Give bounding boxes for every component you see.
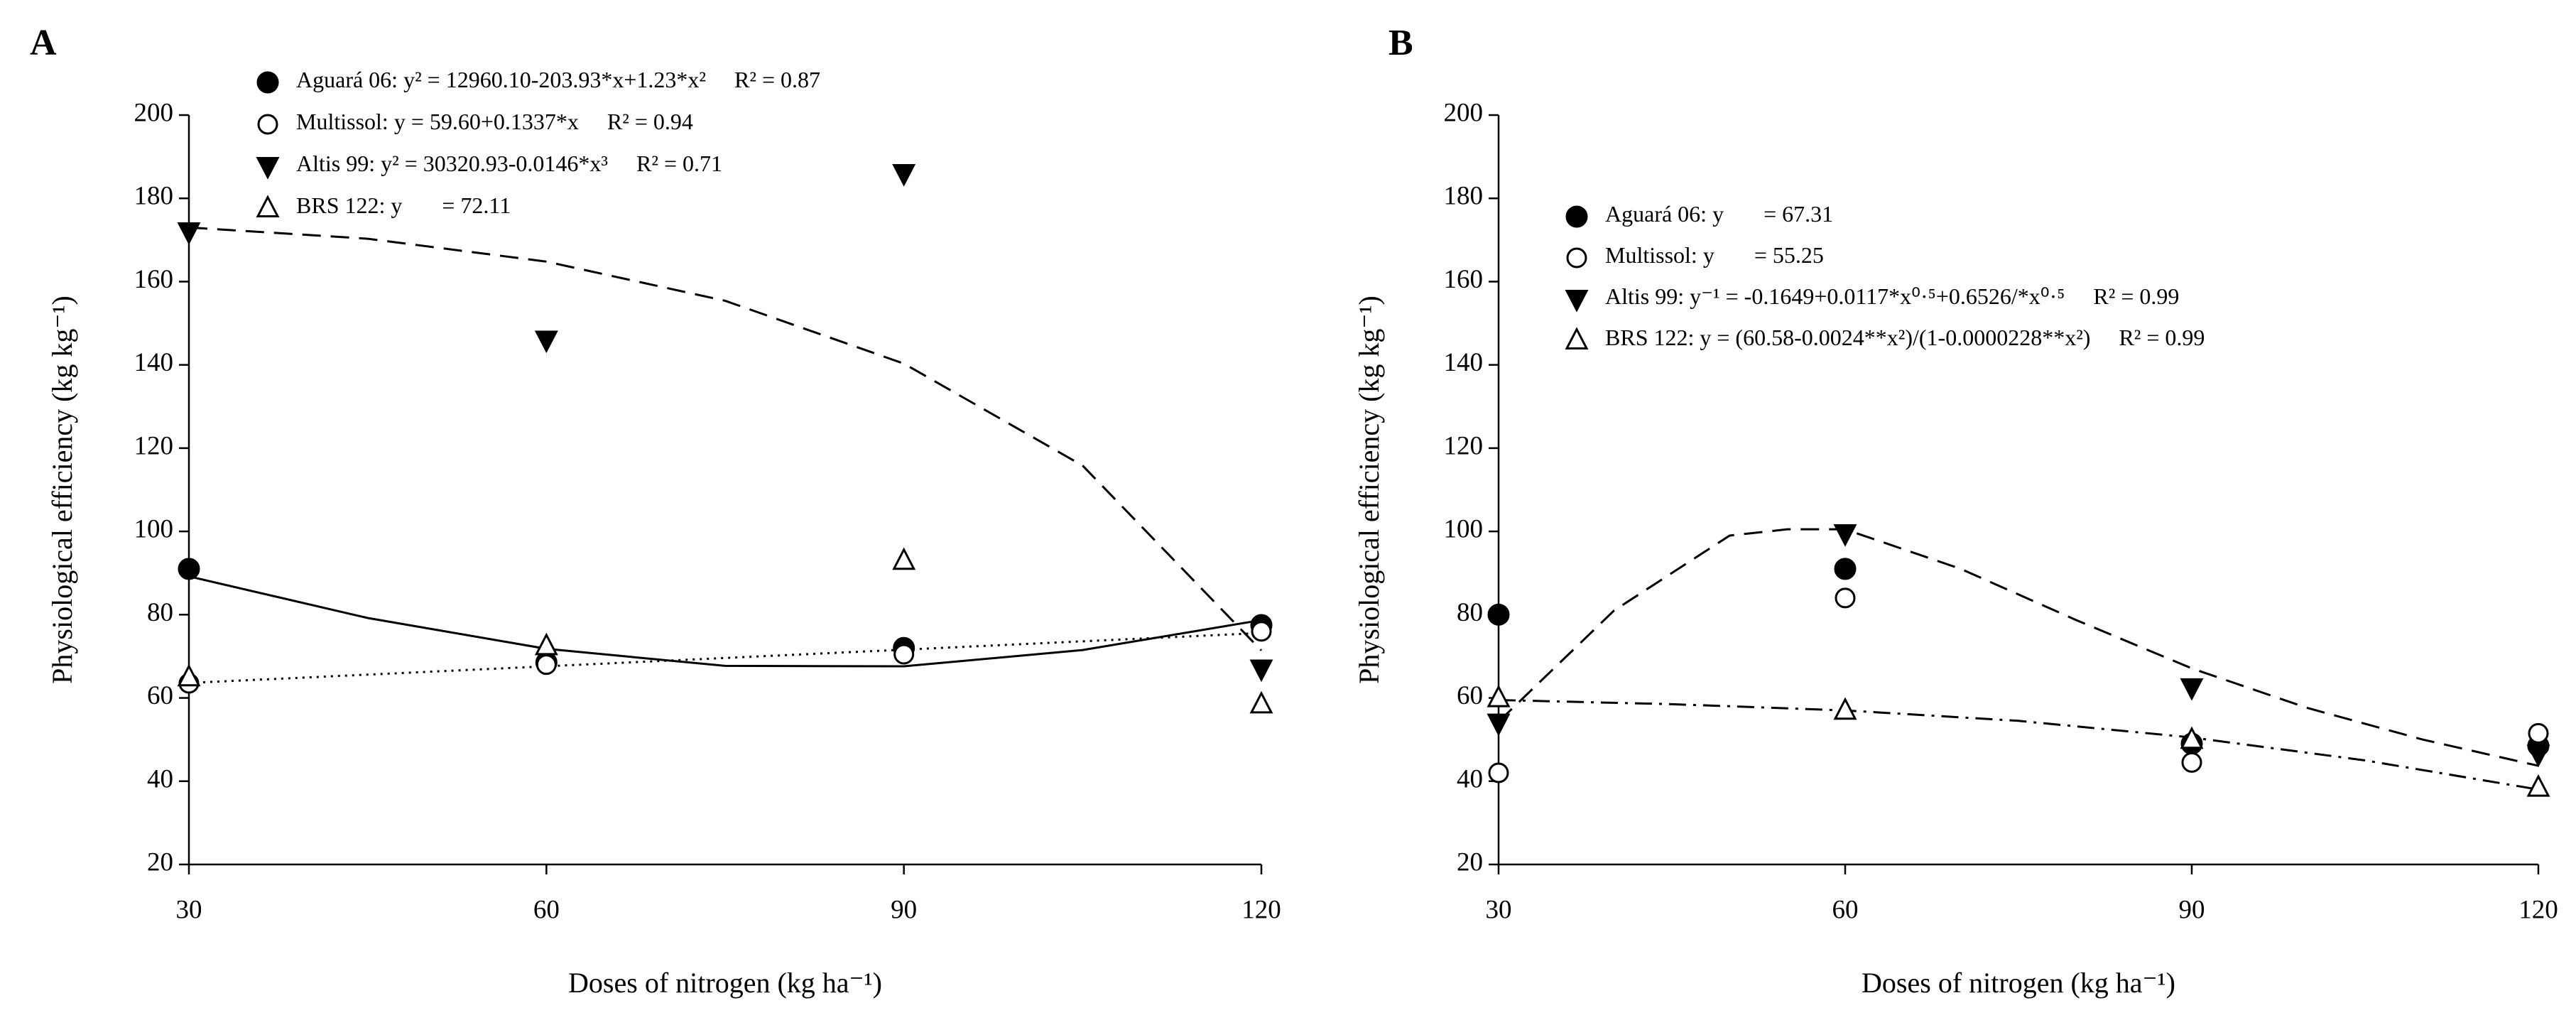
y-tick-label: 60 [1457,681,1483,710]
y-tick-label: 200 [134,98,174,127]
legend-entry: BRS 122: y = (60.58-0.0024**x²)/(1-0.000… [1605,325,2205,350]
y-tick-label: 120 [1444,431,1484,460]
y-tick-label: 200 [1444,98,1484,127]
legend-entry: Aguará 06: y = 67.31 [1605,201,1833,227]
point [1488,762,1509,783]
y-tick-label: 20 [1457,847,1483,877]
legend-marker [1566,247,1587,269]
x-axis-label: Doses of nitrogen (kg ha⁻¹) [1862,967,2175,999]
x-tick-label: 90 [2179,895,2205,924]
point [177,663,201,687]
legend-entry: Multissol: y = 59.60+0.1337*x R² = 0.94 [296,109,693,134]
point [536,654,557,676]
x-tick-label: 60 [1832,895,1859,924]
point [1835,587,1856,609]
point [1251,621,1272,642]
point [178,558,200,580]
point [2526,744,2550,768]
legend-r2: R² = 0.99 [2119,325,2205,350]
legend-name: Multissol: y = 55.25 [1605,242,1824,268]
y-tick-label: 20 [147,847,173,877]
x-tick-label: 120 [1241,895,1281,924]
legend-r2: R² = 0.87 [734,67,820,92]
point [2181,752,2202,773]
x-tick-label: 30 [1486,895,1512,924]
fit-curve [188,631,1262,684]
y-axis-label: Physiological efficiency (kg kg⁻¹) [46,295,78,684]
y-tick-label: 80 [147,598,173,627]
y-tick-label: 140 [1444,348,1484,377]
legend-r2: R² = 0.99 [2093,283,2179,309]
point [2180,678,2204,701]
x-tick-label: 90 [891,895,917,924]
legend-entry: Multissol: y = 55.25 [1605,242,1824,268]
fit-curve [1497,528,2539,767]
legend-entry: Altis 99: y² = 30320.93-0.0146*x³ R² = 0.… [296,151,722,176]
point [1249,659,1273,683]
legend-r2: R² = 0.71 [636,151,722,176]
y-tick-label: 140 [134,348,174,377]
legend-marker [256,156,280,180]
panel-label: A [30,23,57,63]
point [534,330,558,354]
point [1487,684,1511,707]
legend-marker [1565,289,1589,313]
point [1487,713,1511,737]
point [2180,726,2204,749]
legend-name: Altis 99: y⁻¹ = -0.1649+0.0117*x⁰·⁵+0.65… [1605,283,2065,309]
legend-name: BRS 122: y = (60.58-0.0024**x²)/(1-0.000… [1605,325,2090,350]
y-tick-label: 180 [134,182,174,211]
legend-marker [256,195,280,218]
y-tick-label: 100 [1444,515,1484,544]
y-tick-label: 180 [1444,182,1484,211]
y-tick-label: 120 [134,431,174,460]
y-tick-label: 80 [1457,598,1483,627]
x-tick-label: 120 [2518,895,2558,924]
point [893,644,915,665]
point [1833,524,1857,547]
y-tick-label: 40 [147,764,173,793]
legend-entry: BRS 122: y = 72.11 [296,192,511,218]
point [2526,774,2550,797]
legend-name: BRS 122: y = 72.11 [296,192,511,218]
point [534,632,558,656]
point [1487,603,1510,626]
legend-marker [1565,205,1588,228]
legend-marker [257,114,278,135]
legend-name: Multissol: y = 59.60+0.1337*x [296,109,579,134]
y-axis-label: Physiological efficiency (kg kg⁻¹) [1353,295,1385,684]
legend-name: Aguará 06: y = 67.31 [1605,201,1833,227]
y-tick-label: 40 [1457,764,1483,793]
legend-name: Aguará 06: y² = 12960.10-203.93*x+1.23*x… [296,67,706,92]
point [1834,558,1857,580]
y-tick-label: 60 [147,681,173,710]
point [2528,722,2549,744]
y-tick-label: 100 [134,515,174,544]
legend-name: Altis 99: y² = 30320.93-0.0146*x³ [296,151,608,176]
fit-curve [188,226,1263,651]
legend-entry: Altis 99: y⁻¹ = -0.1649+0.0117*x⁰·⁵+0.65… [1605,283,2179,309]
x-axis-label: Doses of nitrogen (kg ha⁻¹) [568,967,882,999]
panel-label: B [1388,23,1413,63]
point [892,164,916,187]
y-tick-label: 160 [1444,265,1484,294]
legend-entry: Aguará 06: y² = 12960.10-203.93*x+1.23*x… [296,67,820,92]
x-tick-label: 60 [533,895,560,924]
x-tick-label: 30 [176,895,202,924]
fit-curve [188,575,1262,668]
point [177,222,201,245]
legend-marker [1565,327,1589,350]
point [892,547,916,570]
fit-curve [1498,698,2539,791]
point [1249,690,1273,714]
legend-r2: R² = 0.94 [607,109,693,134]
point [1833,697,1857,720]
y-tick-label: 160 [134,265,174,294]
legend-marker [256,71,279,94]
